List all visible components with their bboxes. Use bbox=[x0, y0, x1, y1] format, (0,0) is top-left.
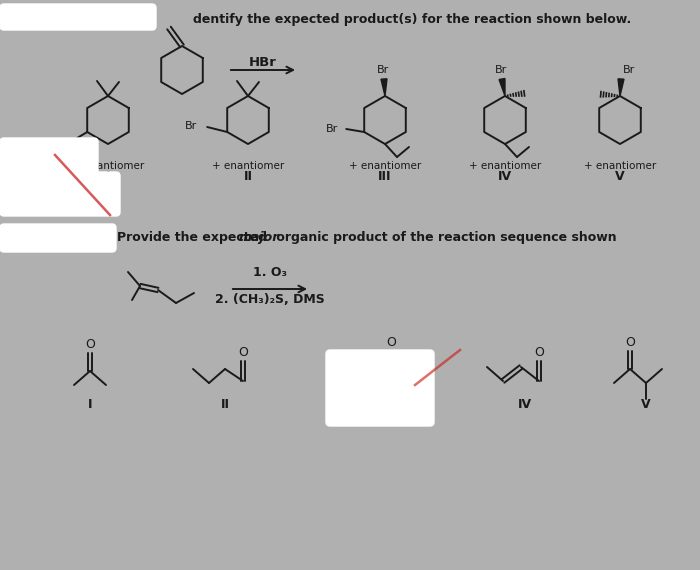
Text: I: I bbox=[88, 398, 92, 412]
Text: Br: Br bbox=[57, 157, 69, 167]
Text: 2. (CH₃)₂S, DMS: 2. (CH₃)₂S, DMS bbox=[215, 293, 325, 306]
Text: Br: Br bbox=[185, 121, 197, 131]
Text: O: O bbox=[238, 347, 248, 360]
Text: Br: Br bbox=[623, 65, 636, 75]
Text: + enantiomer: + enantiomer bbox=[349, 161, 421, 171]
Text: O: O bbox=[85, 339, 95, 352]
FancyBboxPatch shape bbox=[0, 224, 116, 252]
Text: organic product of the reaction sequence shown: organic product of the reaction sequence… bbox=[272, 231, 617, 245]
Text: 1. O₃: 1. O₃ bbox=[253, 266, 287, 279]
Polygon shape bbox=[62, 138, 77, 155]
Polygon shape bbox=[618, 79, 624, 96]
Text: + enantiomer: + enantiomer bbox=[584, 161, 656, 171]
FancyBboxPatch shape bbox=[0, 4, 156, 30]
Polygon shape bbox=[499, 79, 505, 96]
Polygon shape bbox=[381, 79, 387, 96]
Text: V: V bbox=[615, 170, 625, 184]
Text: major: major bbox=[239, 231, 279, 245]
Text: III: III bbox=[378, 170, 392, 184]
Text: III: III bbox=[368, 398, 382, 412]
Text: II: II bbox=[220, 398, 230, 412]
Text: + enantiomer: + enantiomer bbox=[72, 161, 144, 171]
Text: dentify the expected product(s) for the reaction shown below.: dentify the expected product(s) for the … bbox=[193, 13, 631, 26]
Text: Br: Br bbox=[326, 124, 338, 134]
Text: Br: Br bbox=[495, 65, 507, 75]
Text: Provide the expected: Provide the expected bbox=[117, 231, 272, 245]
FancyBboxPatch shape bbox=[0, 172, 120, 216]
Text: + enantiomer: + enantiomer bbox=[469, 161, 541, 171]
FancyBboxPatch shape bbox=[0, 138, 98, 174]
Text: I: I bbox=[106, 170, 111, 184]
Text: IV: IV bbox=[518, 398, 532, 412]
Text: O: O bbox=[534, 347, 544, 360]
Text: V: V bbox=[641, 398, 651, 412]
Text: Br: Br bbox=[377, 65, 389, 75]
FancyBboxPatch shape bbox=[326, 350, 434, 426]
Text: II: II bbox=[244, 170, 253, 184]
Text: HBr: HBr bbox=[249, 55, 277, 68]
Text: O: O bbox=[625, 336, 635, 349]
Text: + enantiomer: + enantiomer bbox=[212, 161, 284, 171]
Text: IV: IV bbox=[498, 170, 512, 184]
Text: O: O bbox=[386, 336, 396, 349]
